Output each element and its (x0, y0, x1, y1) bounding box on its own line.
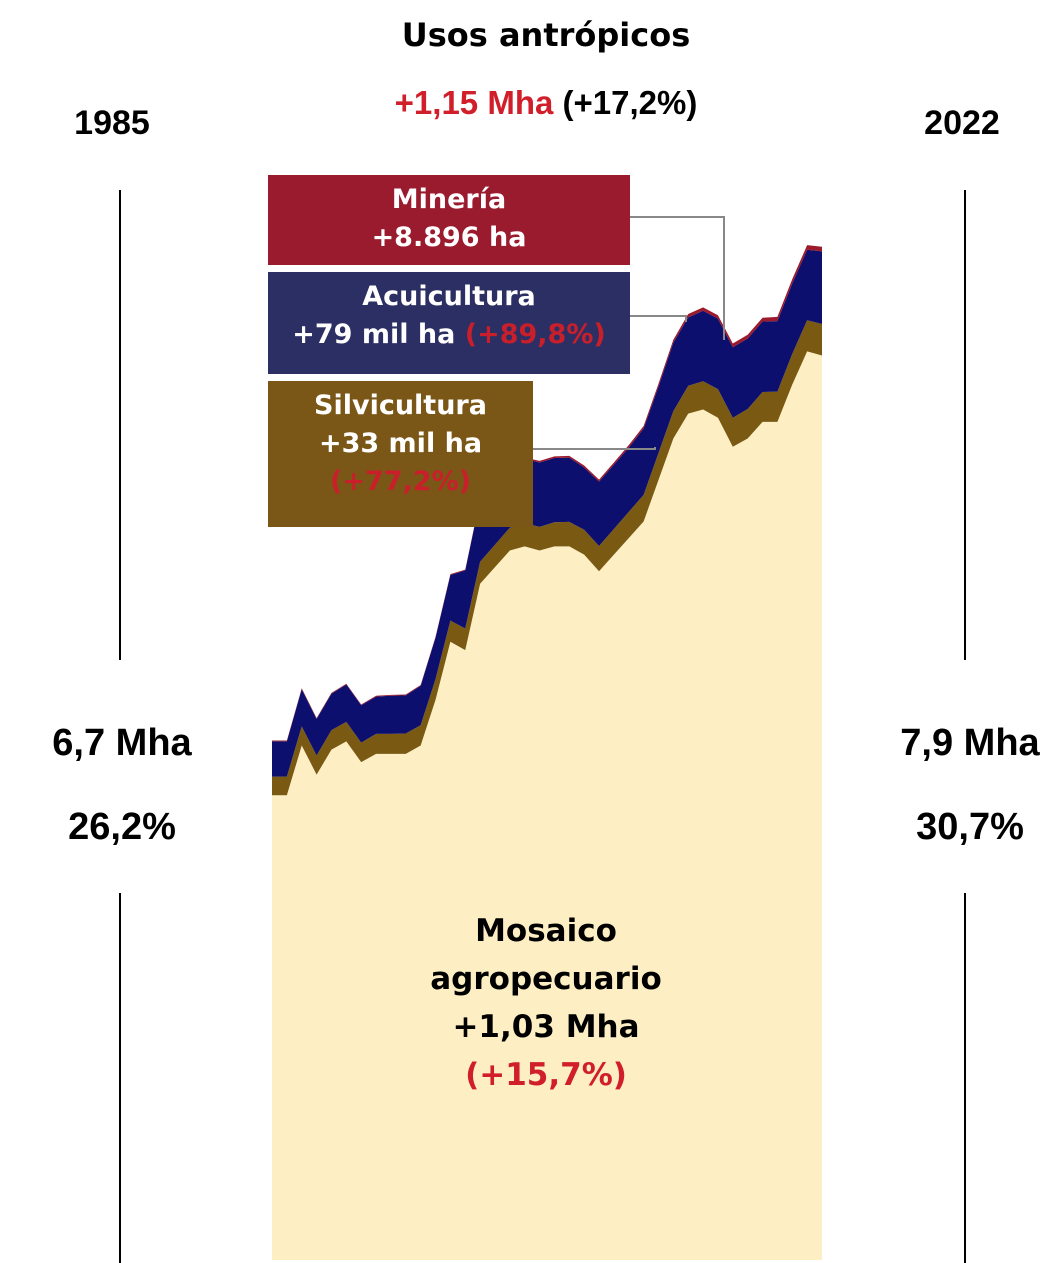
label-box: Minería +8.896 ha (268, 175, 630, 265)
change-pct: (+77,2%) (330, 466, 471, 497)
x-tick-label: 1985 (74, 104, 150, 142)
change: +79 mil ha (292, 319, 456, 350)
series-change: +79 mil ha (+89,8%) (268, 316, 630, 354)
series-name: Minería (391, 184, 507, 215)
series-name: Silvicultura (314, 390, 487, 421)
series-change: +33 mil ha (318, 428, 483, 459)
area (272, 320, 822, 796)
connector (630, 315, 687, 322)
area (272, 351, 822, 1260)
subtitle: +1,15 Mha (+17,2%) (246, 84, 846, 122)
area-label: Mosaico agropecuario +1,03 Mha (+15,7%) (396, 907, 696, 1099)
change-pct: (+15,7%) (465, 1057, 627, 1093)
subtitle-change: +1,15 Mha (394, 84, 554, 121)
x-tick-label: 2022 (924, 104, 1000, 142)
title: Usos antrópicos (401, 16, 691, 54)
series-change: +8.896 ha (371, 222, 527, 253)
label-box: Silvicultura +33 mil ha (+77,2%) (268, 381, 533, 527)
total-share: 26,2% (68, 806, 176, 848)
total-share: 30,7% (916, 806, 1024, 848)
total-value: 7,9 Mha (900, 722, 1040, 764)
area (272, 249, 822, 777)
label-box: Acuicultura +79 mil ha (+89,8%) (268, 272, 630, 374)
total-value: 6,7 Mha (52, 722, 192, 764)
connector (533, 447, 656, 450)
series-name: Acuicultura (362, 281, 536, 312)
connector (630, 216, 725, 340)
subtitle-pct: (+17,2%) (562, 84, 698, 121)
change-pct: (+89,8%) (464, 319, 606, 350)
series-change: +1,03 Mha (452, 1009, 640, 1045)
series-name: Mosaico agropecuario (430, 913, 662, 997)
